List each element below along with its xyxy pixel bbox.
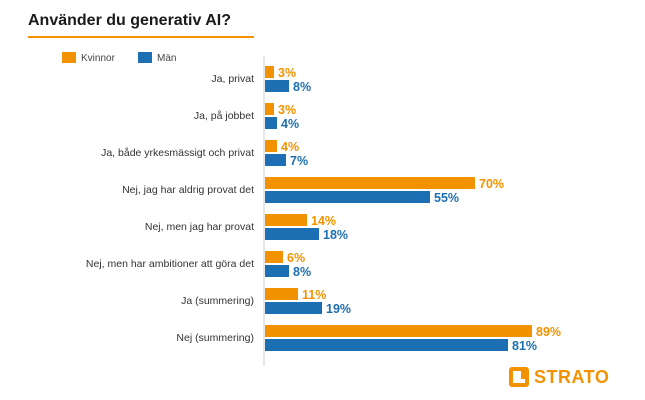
data-label: 81% — [512, 339, 537, 353]
bar-kvinnor — [265, 66, 274, 78]
data-label: 4% — [281, 140, 299, 154]
title-underline — [28, 36, 254, 38]
bar-kvinnor — [265, 288, 298, 300]
data-label: 8% — [293, 80, 311, 94]
bar-man — [265, 154, 286, 166]
data-label: 55% — [434, 191, 459, 205]
category-label: Nej, jag har aldrig provat det — [122, 184, 254, 196]
data-label: 89% — [536, 325, 561, 339]
bar-man — [265, 117, 277, 129]
category-label: Ja, på jobbet — [194, 110, 254, 122]
chart-legend: Kvinnor Män — [62, 52, 176, 64]
bar-man — [265, 191, 430, 203]
bar-kvinnor — [265, 177, 475, 189]
bar-man — [265, 228, 319, 240]
category-label: Nej (summering) — [176, 332, 254, 344]
chart-bars: Ja, privat 3%8%Ja, på jobbet 3%4%Ja, både … — [86, 66, 561, 353]
category-label: Ja, privat — [211, 73, 254, 85]
chart-title: Använder du generativ AI? — [28, 12, 231, 29]
legend-swatch-0 — [62, 52, 76, 63]
category-label: Nej, men har ambitioner att göra det — [86, 258, 254, 270]
legend-label-1: Män — [157, 53, 176, 64]
bar-kvinnor — [265, 325, 532, 337]
data-label: 4% — [281, 117, 299, 131]
data-label: 11% — [302, 288, 326, 302]
data-label: 8% — [293, 265, 311, 279]
category-label: Nej, men jag har provat — [145, 221, 254, 233]
data-label: 3% — [278, 66, 296, 80]
category-label: Ja (summering) — [181, 295, 254, 307]
legend-label-0: Kvinnor — [81, 53, 116, 64]
data-label: 14% — [311, 214, 336, 228]
strato-logo-text: STRATO — [534, 366, 610, 387]
data-label: 6% — [287, 251, 305, 265]
legend-swatch-1 — [138, 52, 152, 63]
data-label: 7% — [290, 154, 308, 168]
data-label: 18% — [323, 228, 348, 242]
bar-kvinnor — [265, 214, 307, 226]
bar-man — [265, 339, 508, 351]
bar-man — [265, 302, 322, 314]
bar-kvinnor — [265, 251, 283, 263]
strato-logo-icon — [509, 367, 529, 387]
data-label: 19% — [326, 302, 351, 316]
data-label: 70% — [479, 177, 504, 191]
bar-kvinnor — [265, 103, 274, 115]
bar-kvinnor — [265, 140, 277, 152]
bar-man — [265, 80, 289, 92]
category-label: Ja, både yrkesmässigt och privat — [101, 147, 254, 159]
strato-logo: STRATO — [509, 366, 609, 388]
data-label: 3% — [278, 103, 296, 117]
bar-man — [265, 265, 289, 277]
